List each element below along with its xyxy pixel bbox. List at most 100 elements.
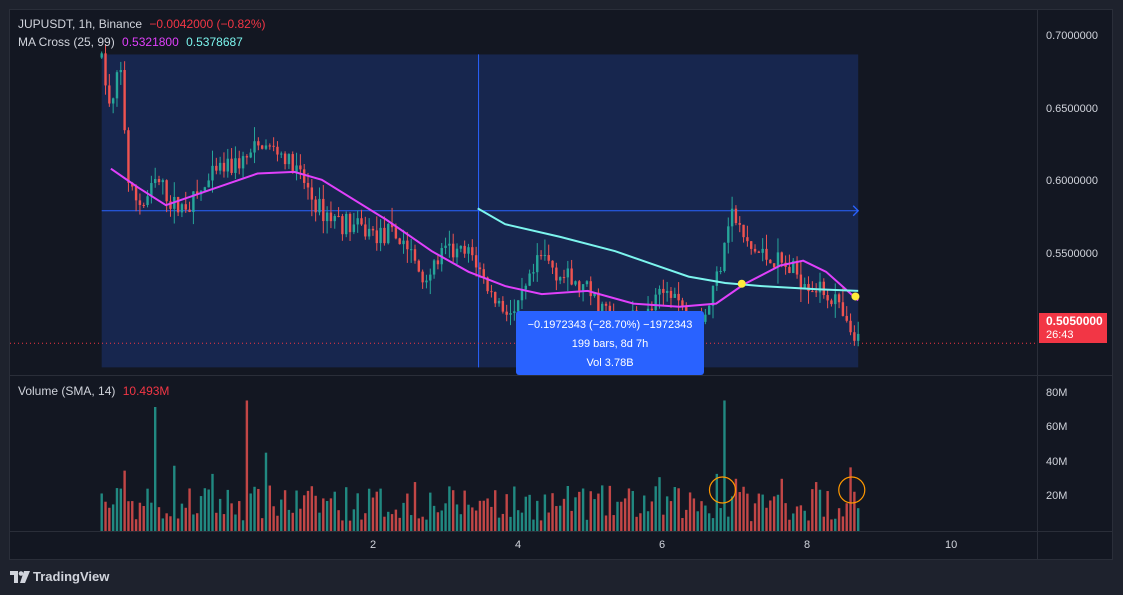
candle xyxy=(539,255,543,257)
volume-bar xyxy=(780,478,783,531)
ma-cross-legend[interactable]: MA Cross (25, 99) 0.5321800 0.5378687 xyxy=(18,35,247,49)
volume-bar xyxy=(356,493,359,531)
candle xyxy=(463,245,466,254)
measure-bars: 199 bars, 8d 7h xyxy=(571,338,649,350)
tradingview-logo[interactable]: TradingView xyxy=(10,569,109,584)
volume-bar xyxy=(746,493,749,531)
volume-bar xyxy=(734,478,738,531)
candle xyxy=(436,260,440,265)
volume-bar xyxy=(409,515,413,531)
volume-bar xyxy=(314,495,317,531)
symbol-label: JUPUSDT, 1h, Binance xyxy=(18,17,143,31)
candle xyxy=(176,196,180,213)
candle xyxy=(501,300,505,312)
candle xyxy=(383,227,386,244)
candle xyxy=(746,237,749,242)
candle xyxy=(394,227,398,239)
volume-bar xyxy=(688,492,692,531)
candle xyxy=(257,141,260,146)
candle xyxy=(589,281,592,297)
candle xyxy=(673,293,676,298)
time-tick: 6 xyxy=(659,539,666,551)
volume-bar xyxy=(390,514,394,531)
volume-tick: 20M xyxy=(1046,490,1068,502)
price-change: −0.0042000 (−0.82%) xyxy=(149,17,266,31)
volume-bar xyxy=(589,491,592,531)
volume-bar xyxy=(566,485,570,531)
volume-bar xyxy=(180,503,184,531)
volume-bar xyxy=(463,490,466,531)
candle xyxy=(734,208,738,224)
volume-tick: 60M xyxy=(1046,421,1068,433)
candle xyxy=(272,145,275,147)
volume-bar xyxy=(108,507,111,531)
candle xyxy=(119,69,122,73)
ma-fast-line xyxy=(110,167,859,308)
candle xyxy=(100,53,103,58)
ma-cross-marker xyxy=(851,292,860,301)
time-tick: 8 xyxy=(804,539,811,551)
tradingview-icon xyxy=(10,570,30,583)
volume-bar xyxy=(482,500,485,531)
candle xyxy=(566,268,570,278)
candle xyxy=(795,260,799,275)
volume-bar xyxy=(604,515,608,531)
volume-legend[interactable]: Volume (SMA, 14) 10.493M xyxy=(18,384,173,398)
last-price-tag: 0.5050000 xyxy=(1039,313,1107,329)
ma-cross-marker xyxy=(737,279,746,288)
volume-bar xyxy=(772,496,776,531)
candle xyxy=(467,247,470,254)
measure-tooltip: −0.1972343 (−28.70%) −1972343 199 bars, … xyxy=(516,311,704,375)
candle xyxy=(310,187,314,200)
volume-bar xyxy=(578,491,581,531)
volume-bar xyxy=(203,488,207,531)
candle xyxy=(157,179,161,183)
candle xyxy=(811,291,814,293)
volume-bar xyxy=(104,501,107,531)
symbol-legend[interactable]: JUPUSDT, 1h, Binance −0.0042000 (−0.82%) xyxy=(18,17,270,31)
volume-bar xyxy=(597,493,600,531)
candle xyxy=(417,260,421,272)
candle xyxy=(478,267,482,270)
candle xyxy=(226,158,229,172)
volume-bar xyxy=(176,518,180,531)
volume-bar xyxy=(723,400,726,531)
candle xyxy=(665,290,669,293)
volume-bar xyxy=(650,501,654,531)
candle xyxy=(295,165,298,174)
candle xyxy=(601,303,604,313)
volume-bar xyxy=(761,494,764,531)
candle xyxy=(280,153,283,155)
candle xyxy=(318,198,321,213)
candle xyxy=(543,255,547,257)
volume-bar xyxy=(238,501,241,531)
volume-bar xyxy=(474,510,478,531)
price-tick: 0.6500000 xyxy=(1046,103,1098,115)
volume-bar xyxy=(719,508,722,531)
candle xyxy=(448,243,451,246)
volume-bar xyxy=(616,501,619,531)
volume-bar xyxy=(555,506,558,531)
candle xyxy=(826,295,829,301)
volume-bar xyxy=(601,485,604,531)
volume-bar xyxy=(333,491,336,531)
volume-bar xyxy=(558,505,562,531)
volume-bar xyxy=(207,489,210,531)
candle xyxy=(421,271,424,283)
candle xyxy=(451,243,455,258)
candle xyxy=(474,255,478,268)
candle xyxy=(761,248,764,253)
volume-bar xyxy=(302,495,306,531)
candle xyxy=(379,227,382,244)
candle xyxy=(241,156,245,169)
volume-bar xyxy=(547,512,550,531)
volume-bar xyxy=(524,496,527,531)
volume-bar xyxy=(421,516,424,531)
candle xyxy=(654,294,657,311)
candle xyxy=(711,285,715,306)
candle xyxy=(807,284,810,292)
candle xyxy=(402,240,405,245)
volume-bar xyxy=(849,467,852,531)
candle xyxy=(222,162,226,172)
